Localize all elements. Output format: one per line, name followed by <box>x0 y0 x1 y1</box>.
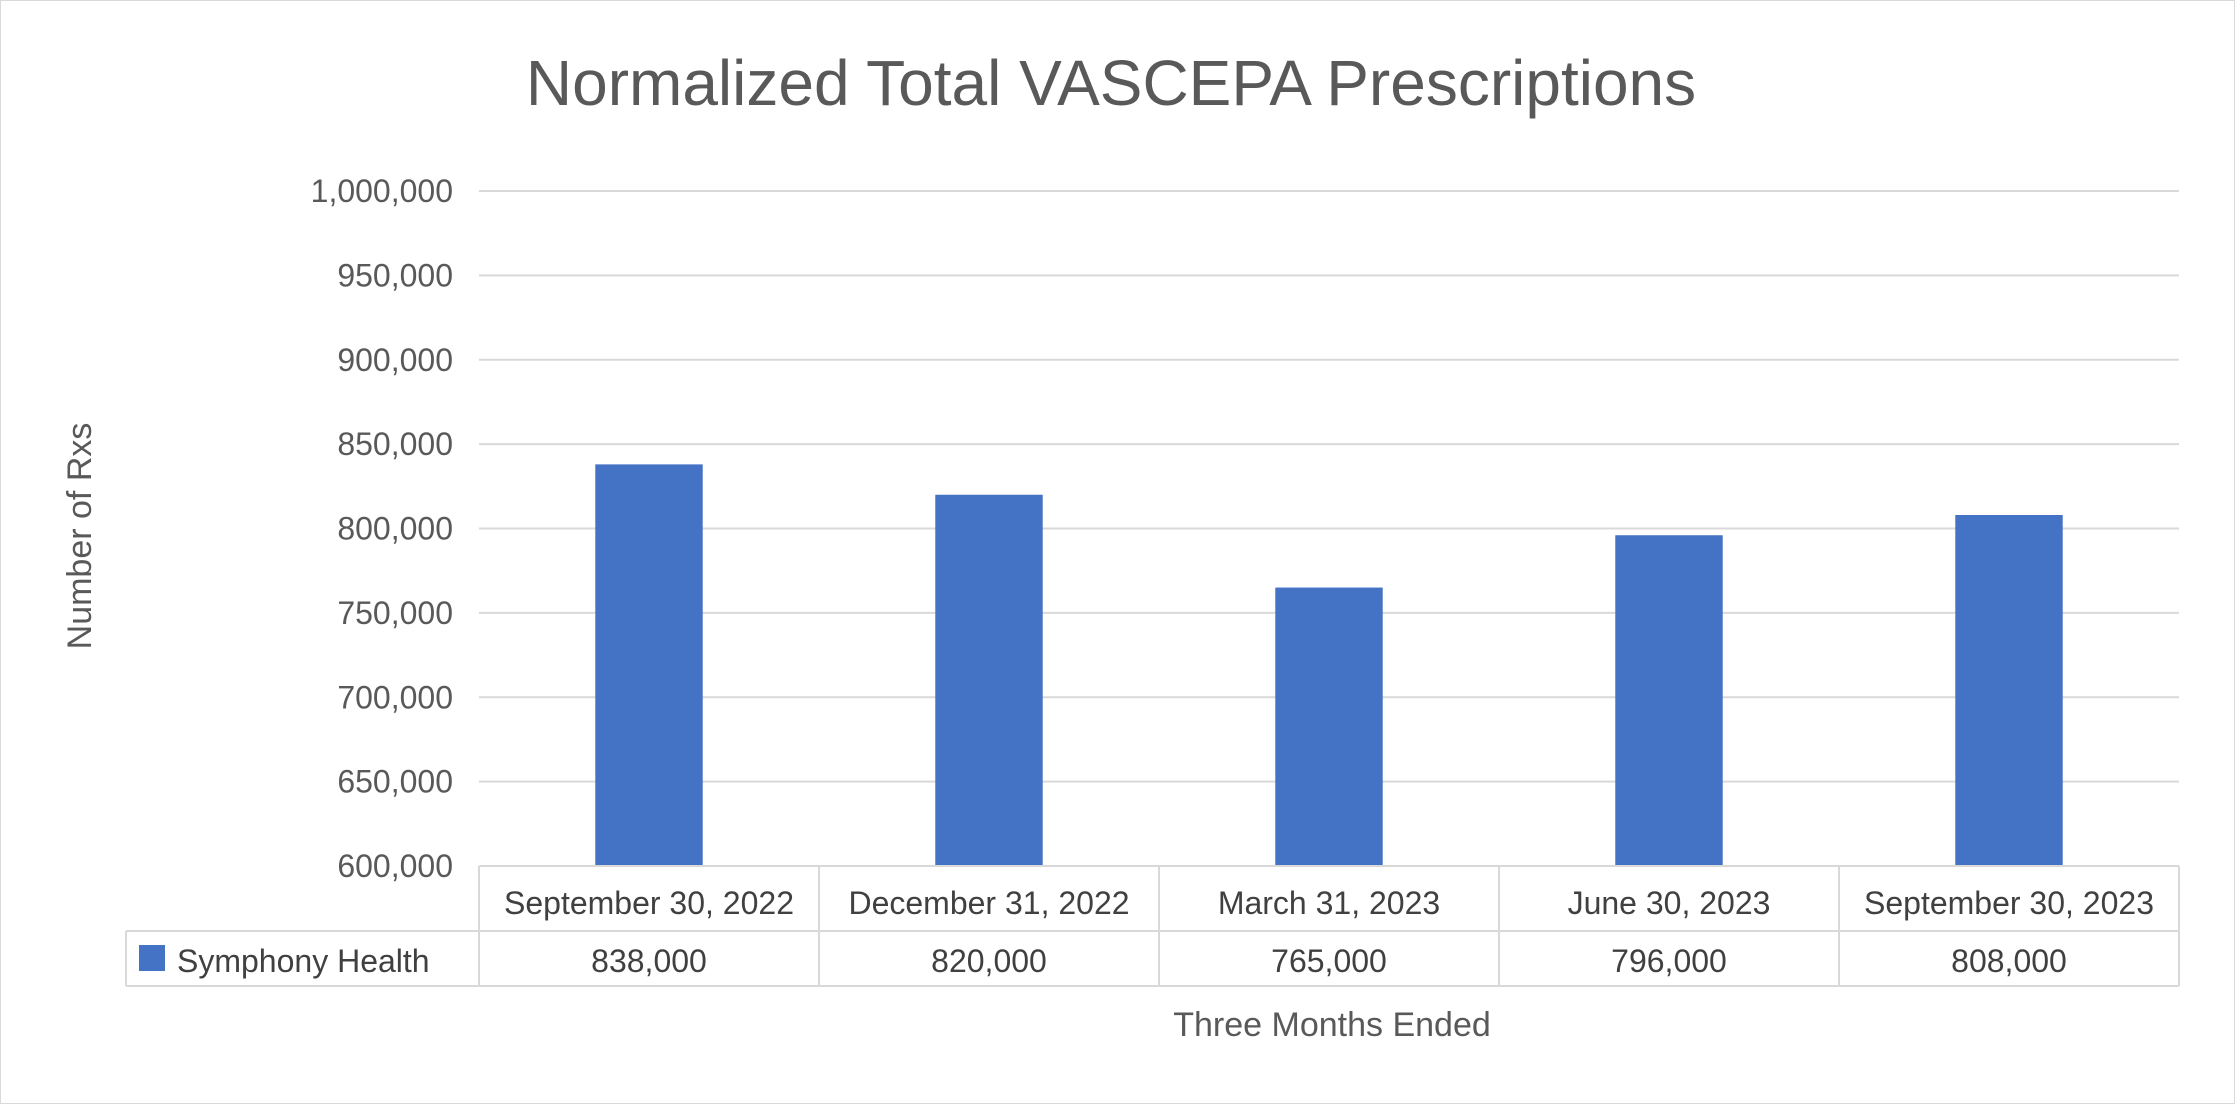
y-tick-label: 900,000 <box>337 342 453 378</box>
y-tick-label: 1,000,000 <box>311 173 453 209</box>
y-tick-label: 950,000 <box>337 257 453 293</box>
bars <box>595 464 2063 866</box>
data-label: 838,000 <box>591 943 707 979</box>
bar <box>935 494 1043 866</box>
x-tick-label: June 30, 2023 <box>1568 885 1771 921</box>
x-tick-label: December 31, 2022 <box>848 885 1129 921</box>
data-table: September 30, 2022 December 31, 2022 March… <box>125 865 2180 987</box>
data-label: 820,000 <box>931 943 1047 979</box>
y-axis-ticks: 600,000 650,000 700,000 750,000 800,000 850,0… <box>311 173 453 884</box>
bar <box>1615 535 1723 866</box>
chart-title: Normalized Total VASCEPA Prescriptions <box>526 47 1696 119</box>
data-label: 796,000 <box>1611 943 1727 979</box>
x-axis-label: Three Months Ended <box>1173 1006 1491 1044</box>
bar <box>595 464 703 866</box>
data-label: 808,000 <box>1951 943 2067 979</box>
x-tick-label: September 30, 2023 <box>1864 885 2154 921</box>
legend-swatch <box>139 945 165 971</box>
x-tick-label: March 31, 2023 <box>1218 885 1440 921</box>
y-tick-label: 600,000 <box>337 848 453 884</box>
bar <box>1955 515 2063 866</box>
y-axis-label: Number of Rxs <box>61 423 99 650</box>
bar <box>1275 587 1383 866</box>
y-tick-label: 700,000 <box>337 679 453 715</box>
y-tick-label: 750,000 <box>337 595 453 631</box>
y-tick-label: 800,000 <box>337 511 453 547</box>
y-tick-label: 850,000 <box>337 426 453 462</box>
data-label: 765,000 <box>1271 943 1387 979</box>
x-tick-label: September 30, 2022 <box>504 885 794 921</box>
y-tick-label: 650,000 <box>337 764 453 800</box>
legend-entry: Symphony Health <box>177 943 430 979</box>
